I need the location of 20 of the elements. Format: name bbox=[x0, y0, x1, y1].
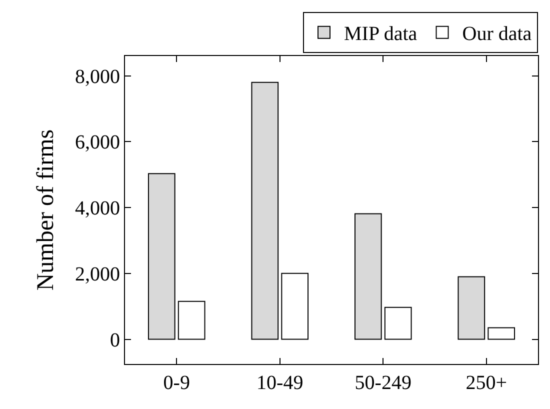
x-tick-label: 10-49 bbox=[256, 372, 304, 394]
bar bbox=[178, 300, 206, 340]
bar bbox=[488, 327, 516, 340]
x-tick-label: 50-249 bbox=[354, 372, 412, 394]
x-tick-label: 250+ bbox=[466, 372, 508, 394]
bar bbox=[458, 276, 486, 340]
y-tick-label: 2,000 bbox=[75, 263, 120, 286]
bar bbox=[148, 173, 176, 340]
bar bbox=[281, 272, 309, 340]
y-axis-title: Number of firms bbox=[33, 129, 60, 291]
x-tick-label: 0-9 bbox=[163, 372, 190, 394]
y-tick-label: 8,000 bbox=[75, 66, 120, 88]
y-tick-label: 0 bbox=[110, 329, 120, 352]
y-tick-label: 6,000 bbox=[75, 132, 120, 154]
legend-label: MIP data bbox=[344, 23, 418, 46]
bar bbox=[354, 213, 382, 340]
bar bbox=[384, 306, 412, 340]
y-tick-label: 4,000 bbox=[75, 198, 120, 220]
legend-label: Our data bbox=[462, 23, 532, 46]
bar bbox=[251, 82, 279, 340]
